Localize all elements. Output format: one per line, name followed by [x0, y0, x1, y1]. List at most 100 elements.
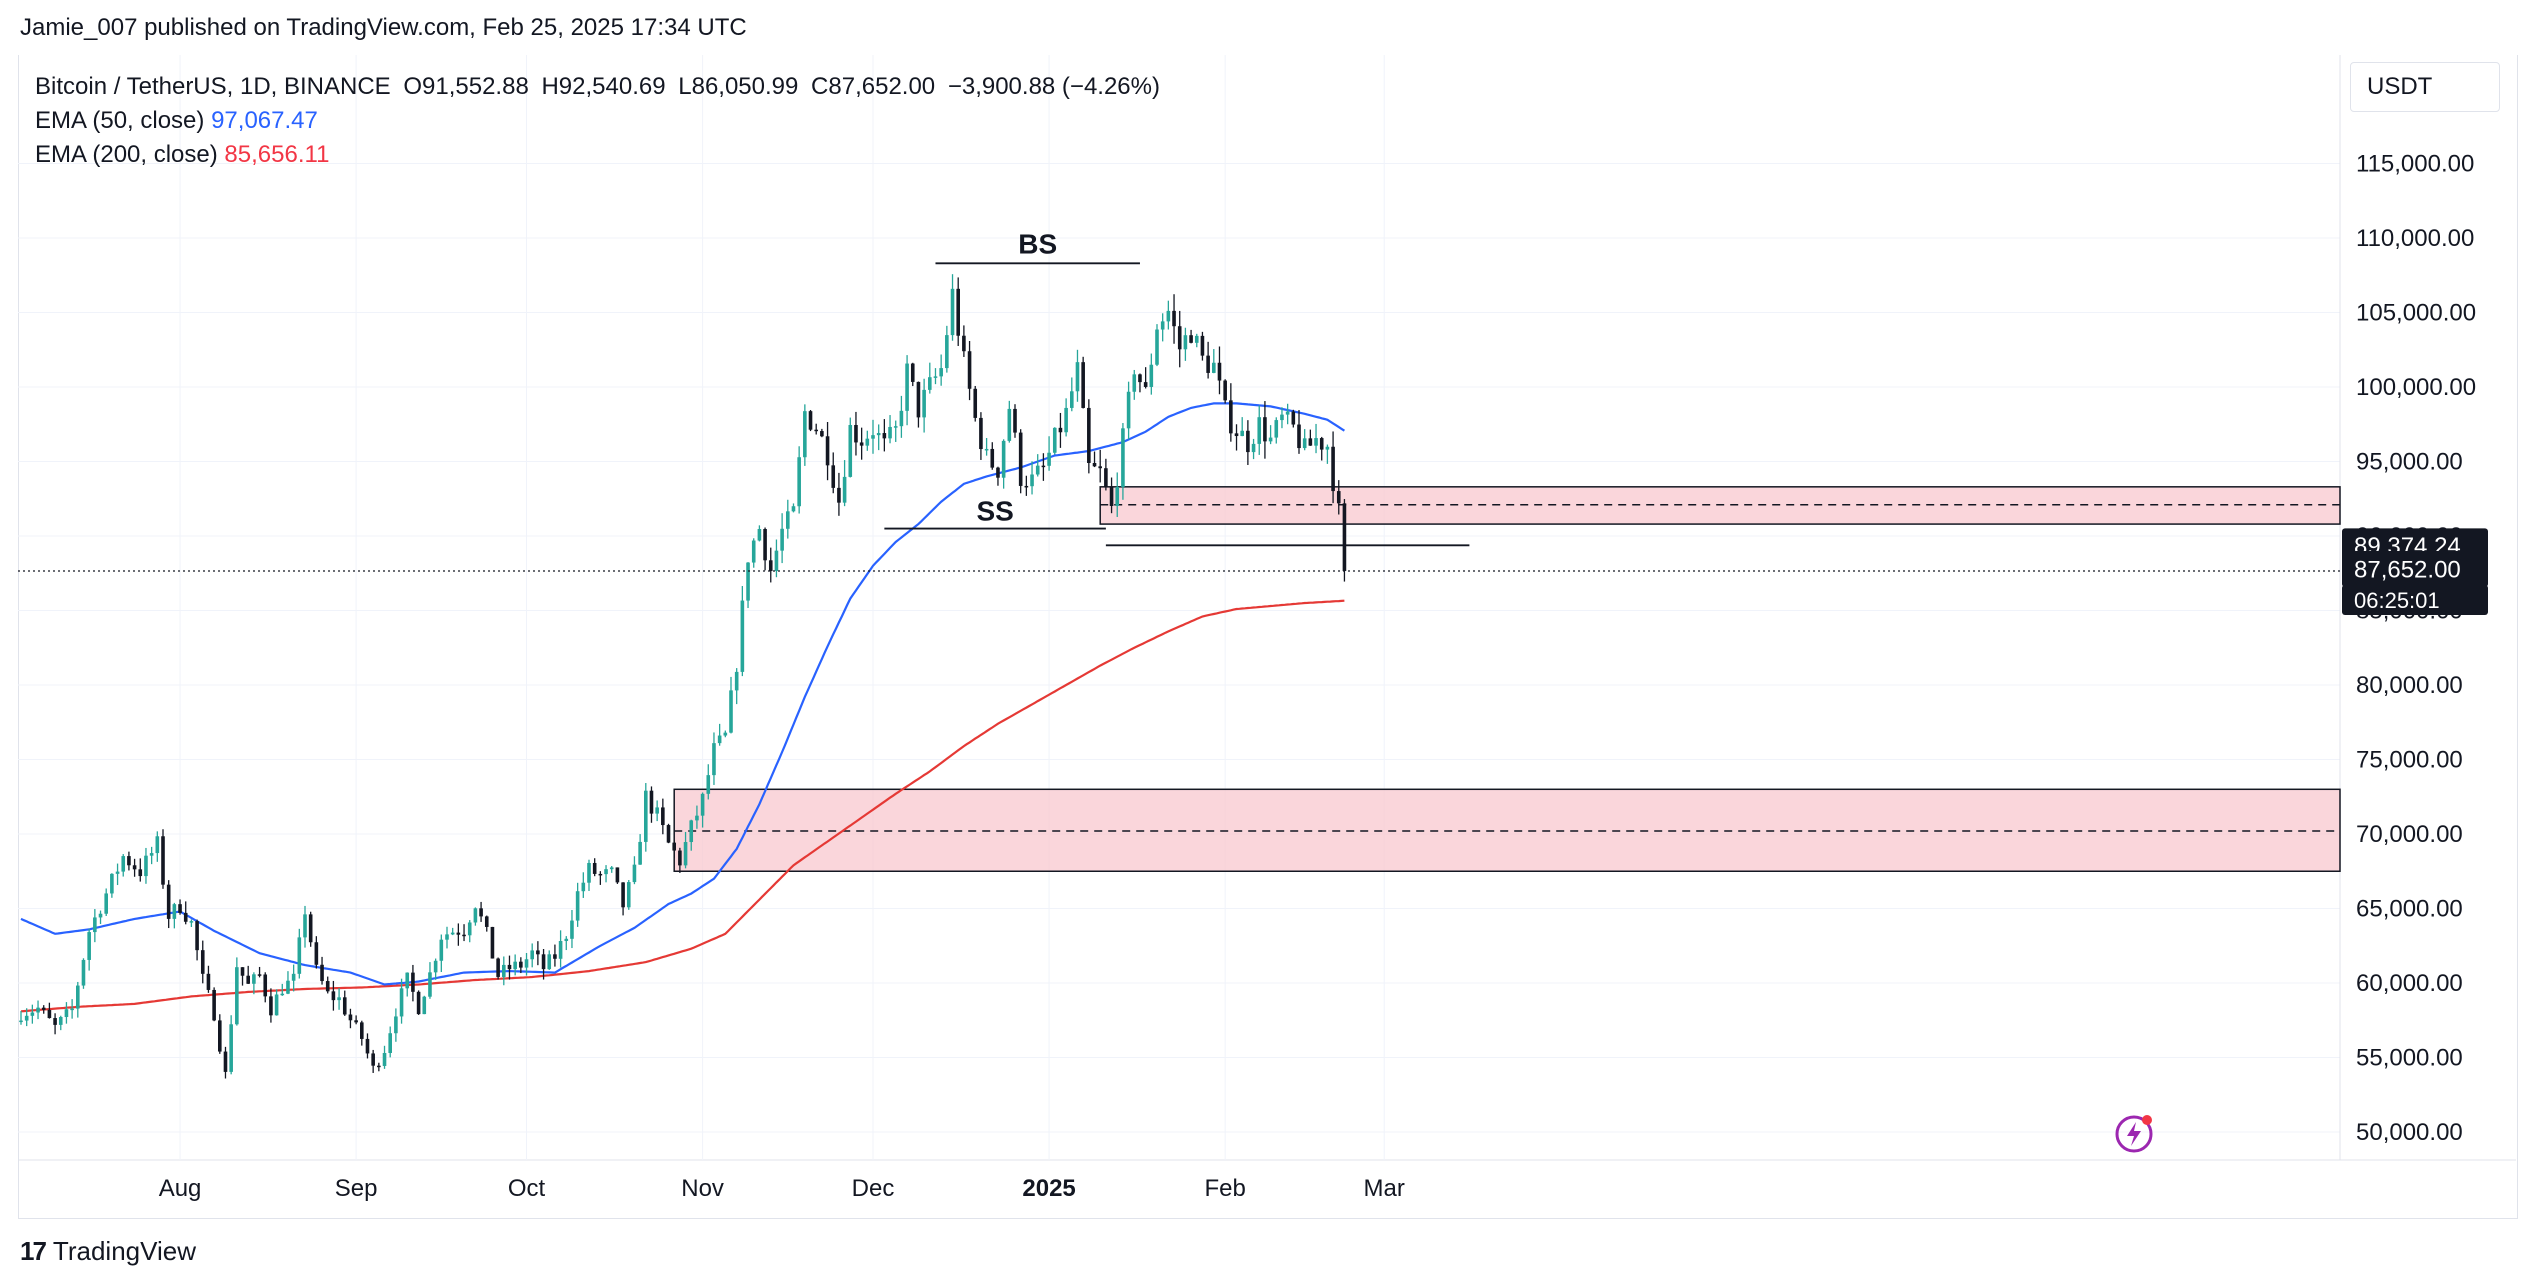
candle-body [678, 850, 682, 866]
candle-body [842, 476, 847, 503]
candle-body [331, 991, 336, 1001]
candle-body [371, 1053, 375, 1066]
candle-body [655, 807, 659, 814]
candle-body [507, 964, 512, 970]
candle-body [723, 732, 728, 736]
candle-body [229, 1024, 233, 1072]
candle-body [1166, 310, 1171, 322]
candle-body [1274, 420, 1279, 438]
candle-body [388, 1033, 392, 1053]
candle-body [246, 975, 250, 984]
level-label-bs: BS [1018, 228, 1057, 259]
candle-body [820, 431, 824, 437]
candle-body [274, 994, 279, 1016]
countdown-badge: 06:25:01 [2354, 588, 2440, 613]
candle-body [513, 961, 517, 970]
candle-body [212, 989, 216, 1021]
legend-ema50-row[interactable]: EMA (50, close) 97,067.47 [35, 104, 1166, 138]
candle-body [734, 671, 739, 691]
candle-body [121, 856, 126, 872]
candle-body [1143, 382, 1148, 387]
candle-body [422, 996, 427, 1015]
candle-body [825, 436, 830, 466]
candle-body [1314, 438, 1318, 446]
candle-body [865, 438, 870, 446]
candle-body [132, 865, 137, 870]
candle-body [297, 937, 302, 974]
candle-body [598, 873, 603, 876]
candle-body [786, 511, 790, 529]
candle-body [53, 1018, 57, 1025]
candle-body [354, 1020, 358, 1023]
y-tick-label: 50,000.00 [2356, 1119, 2463, 1146]
candle-body [19, 1020, 23, 1023]
flash-icon[interactable] [2114, 1114, 2154, 1154]
candle-body [64, 1009, 69, 1018]
x-tick-label: Oct [508, 1175, 546, 1202]
candle-body [1058, 427, 1063, 433]
candle-body [502, 964, 506, 977]
candle-body [996, 467, 1000, 478]
candle-body [1217, 362, 1222, 381]
candle-body [1047, 452, 1051, 466]
candle-body [1092, 462, 1097, 467]
candle-body [1285, 411, 1290, 415]
candle-body [30, 1012, 35, 1016]
y-tick-label: 55,000.00 [2356, 1045, 2463, 1072]
candle-body [70, 1008, 74, 1011]
candle-body [484, 916, 489, 927]
candle-body [1041, 465, 1046, 468]
legend-ema200-row[interactable]: EMA (200, close) 85,656.11 [35, 138, 1166, 172]
y-tick-label: 70,000.00 [2356, 821, 2463, 848]
candle-body [138, 869, 143, 877]
candle-body [882, 433, 887, 439]
x-tick-label: 2025 [1022, 1175, 1075, 1202]
candle-body [1240, 430, 1244, 437]
candle-body [462, 934, 466, 937]
chart-legend: Bitcoin / TetherUS, 1D, BINANCE O91,552.… [35, 70, 1166, 172]
candle-body [394, 1016, 398, 1034]
y-tick-label: 80,000.00 [2356, 672, 2463, 699]
candle-body [848, 424, 853, 477]
candle-body [928, 377, 932, 390]
candle-body [757, 529, 762, 541]
candle-body [1052, 427, 1057, 453]
candle-body [1212, 362, 1216, 373]
y-tick-label: 65,000.00 [2356, 896, 2463, 923]
candle-body [473, 908, 478, 923]
candle-body [854, 424, 858, 443]
candle-body [859, 442, 864, 446]
candle-body [428, 972, 432, 997]
candle-body [604, 869, 608, 875]
candle-body [348, 1014, 353, 1021]
legend-change: −3,900.88 (−4.26%) [947, 73, 1160, 100]
candle-body [382, 1052, 387, 1066]
candle-body [115, 871, 120, 874]
candle-body [950, 288, 955, 336]
ema200-line [20, 599, 1345, 1013]
currency-button[interactable]: USDT [2350, 62, 2500, 112]
candle-body [615, 867, 620, 883]
legend-symbol[interactable]: Bitcoin / TetherUS, 1D, BINANCE [35, 73, 391, 100]
candle-body [405, 972, 410, 989]
tradingview-mark-icon: 17 [20, 1236, 47, 1266]
last-price-badge: 87,652.00 [2354, 557, 2461, 584]
candle-body [740, 600, 745, 672]
candle-body [1234, 433, 1239, 437]
candle-body [814, 429, 818, 432]
candle-body [1155, 329, 1159, 365]
candle-body [178, 904, 182, 913]
candle-body [1297, 424, 1301, 449]
candle-body [41, 1007, 46, 1010]
x-tick-label: Dec [852, 1175, 895, 1202]
candle-body [746, 562, 750, 601]
legend-low: L86,050.99 [678, 73, 799, 100]
candle-body [1223, 380, 1227, 401]
candle-body [547, 954, 552, 970]
candle-body [98, 913, 103, 918]
candle-body [1149, 364, 1154, 387]
candle-body [905, 363, 909, 411]
candle-body [1302, 438, 1307, 449]
candle-body [990, 448, 995, 468]
